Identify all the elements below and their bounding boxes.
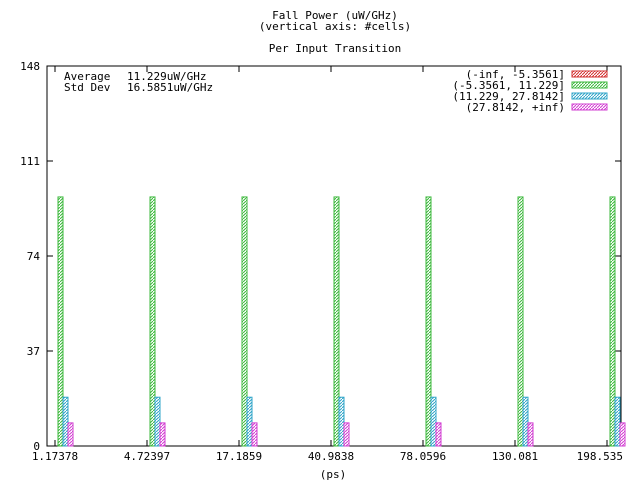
bar-series-3 xyxy=(343,422,350,447)
bar-series-2 xyxy=(430,396,437,447)
chart-title: Fall Power (uW/GHz) xyxy=(272,9,398,22)
legend-label: (-inf, -5.3561] xyxy=(466,68,565,81)
bar-series-3 xyxy=(67,422,74,447)
x-tick-label: 17.1859 xyxy=(216,450,262,463)
legend-swatch xyxy=(571,103,608,111)
x-tick-label: 78.0596 xyxy=(400,450,446,463)
y-tick-label: 148 xyxy=(20,60,40,73)
bar-series-1 xyxy=(333,196,340,447)
y-tick-label: 0 xyxy=(33,440,40,453)
bar-series-1 xyxy=(57,196,64,447)
legend-swatch xyxy=(571,92,608,100)
bar-series-2 xyxy=(246,396,253,447)
bar-series-1 xyxy=(517,196,524,447)
bar-series-2 xyxy=(154,396,161,447)
x-axis-label: (ps) xyxy=(320,468,347,480)
bar-series-1 xyxy=(425,196,432,447)
y-tick-label: 74 xyxy=(27,250,41,263)
legend: (-inf, -5.3561](-5.3561, 11.229](11.229,… xyxy=(452,68,608,114)
y-tick-label: 111 xyxy=(20,155,40,168)
legend-label: (11.229, 27.8142] xyxy=(452,90,565,103)
bar-series-3 xyxy=(251,422,258,447)
legend-label: (-5.3561, 11.229] xyxy=(452,79,565,92)
x-tick-label: 4.72397 xyxy=(124,450,170,463)
y-axis: 0 37 74 111 148 xyxy=(20,60,621,453)
legend-swatch xyxy=(571,81,608,89)
x-tick-label: 40.9838 xyxy=(308,450,354,463)
legend-label: (27.8142, +inf) xyxy=(466,101,565,114)
x-axis: 1.17378 4.72397 17.1859 40.9838 78.0596 130.0… xyxy=(32,66,623,463)
y-tick-label: 37 xyxy=(27,345,40,358)
bar-series-3 xyxy=(435,422,442,447)
bar-series-3 xyxy=(159,422,166,447)
bar-series-2 xyxy=(338,396,345,447)
stddev-value: 16.5851uW/GHz xyxy=(127,81,213,94)
stats-box: Average 11.229uW/GHz Std Dev 16.5851uW/G… xyxy=(64,70,213,94)
chart-subtitle-2: Per Input Transition xyxy=(269,42,401,55)
bar-series-1 xyxy=(149,196,156,447)
bar-series-2 xyxy=(522,396,529,447)
x-tick-label: 1.17378 xyxy=(32,450,78,463)
bar-series-3 xyxy=(619,422,626,447)
x-tick-label: 198.535 xyxy=(577,450,623,463)
bar-series-3 xyxy=(527,422,534,447)
x-tick-label: 130.081 xyxy=(492,450,538,463)
bar-series-2 xyxy=(614,396,621,447)
legend-swatch xyxy=(571,70,608,78)
bar-series-1 xyxy=(609,196,616,447)
average-value: 11.229uW/GHz xyxy=(127,70,206,83)
stddev-label: Std Dev xyxy=(64,81,111,94)
average-label: Average xyxy=(64,70,110,83)
chart-subtitle: (vertical axis: #cells) xyxy=(259,20,411,33)
bar-series-2 xyxy=(62,396,69,447)
bars xyxy=(57,196,626,447)
bar-series-1 xyxy=(241,196,248,447)
